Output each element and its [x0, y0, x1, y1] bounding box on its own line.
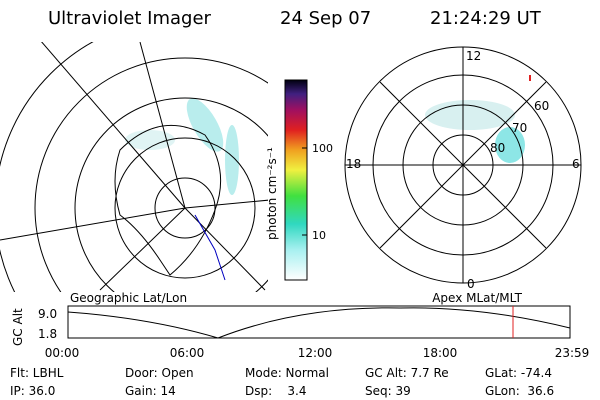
- info: Gain: 14: [125, 384, 176, 398]
- date: 24 Sep 07: [280, 8, 371, 29]
- colorbar: [284, 79, 308, 281]
- info: GC Alt: 7.7 Re: [365, 366, 449, 380]
- info: GLat: -74.4: [485, 366, 552, 380]
- mlat-label: 80: [490, 141, 505, 155]
- title: Ultraviolet Imager: [48, 8, 212, 29]
- x-tick-label: 00:00: [45, 346, 80, 360]
- x-tick-label: 23:59: [555, 346, 590, 360]
- colorbar-tick: 100: [312, 142, 333, 155]
- polar-map: [344, 46, 582, 284]
- info: Door: Open: [125, 366, 194, 380]
- plot-title: Geographic Lat/Lon: [70, 291, 187, 305]
- y-tick-label: 9.0: [38, 307, 57, 321]
- info: Dsp: 3.4: [245, 384, 307, 398]
- plot-title: Apex MLat/MLT: [432, 291, 522, 305]
- mlt-label: 12: [466, 49, 481, 63]
- info: Seq: 39: [365, 384, 411, 398]
- mlt-label: 6: [572, 157, 580, 171]
- info: Mode: Normal: [245, 366, 329, 380]
- colorbar-tick: 10: [312, 229, 326, 242]
- y-label: GC Alt: [11, 308, 25, 346]
- x-tick-label: 12:00: [298, 346, 333, 360]
- y-tick-label: 1.8: [38, 327, 57, 341]
- alt-plot: [67, 305, 571, 339]
- info: Flt: LBHL: [10, 366, 64, 380]
- mlat-label: 60: [534, 99, 549, 113]
- time: 21:24:29 UT: [430, 8, 542, 29]
- x-tick-label: 06:00: [170, 346, 205, 360]
- mlt-label: 0: [467, 277, 475, 291]
- geo-map: [0, 42, 268, 292]
- x-tick-label: 18:00: [423, 346, 458, 360]
- info: GLon: 36.6: [485, 384, 554, 398]
- colorbar-label: photon cm⁻²s⁻¹: [265, 147, 279, 240]
- mlat-label: 70: [512, 121, 527, 135]
- mlt-label: 18: [346, 157, 361, 171]
- info: IP: 36.0: [10, 384, 55, 398]
